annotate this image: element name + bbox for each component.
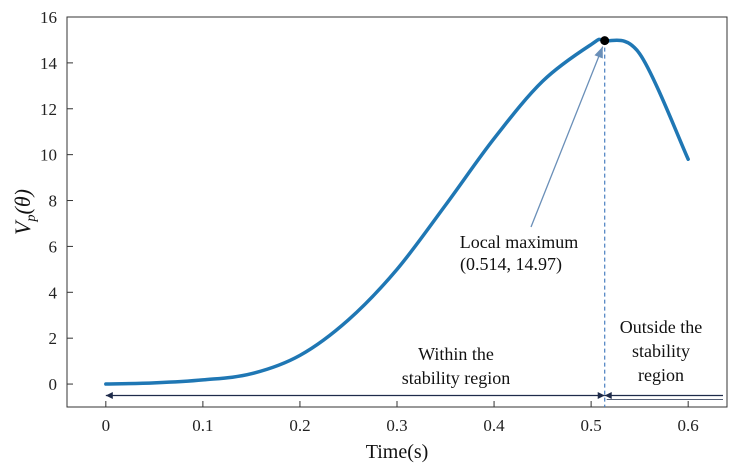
x-tick-label: 0.3 bbox=[386, 416, 407, 435]
y-axis-title: Vp(θ) bbox=[10, 189, 39, 235]
x-tick-label: 0.4 bbox=[483, 416, 505, 435]
within-region-label-line2: stability region bbox=[402, 368, 510, 388]
local-max-label-line2: (0.514, 14.97) bbox=[460, 254, 562, 275]
local-max-label-line1: Local maximum bbox=[460, 232, 578, 252]
local-max-point bbox=[600, 36, 610, 46]
outside-region-label-line2: stability bbox=[632, 341, 690, 361]
annotation-arrow-head bbox=[594, 46, 603, 59]
y-tick-label: 2 bbox=[49, 329, 58, 348]
y-axis-title-main: V bbox=[10, 219, 35, 235]
annotation-arrow-shaft bbox=[530, 46, 604, 228]
y-axis-title-sub: p bbox=[24, 215, 39, 223]
y-tick-label: 10 bbox=[40, 146, 57, 165]
local-max-annotation-arrow bbox=[530, 46, 604, 228]
plot-area bbox=[66, 16, 728, 408]
x-tick-label: 0.2 bbox=[289, 416, 310, 435]
region-arrows bbox=[105, 392, 723, 400]
y-tick-label: 12 bbox=[40, 100, 57, 119]
outside-region-label-line1: Outside the bbox=[620, 317, 703, 337]
y-tick-label: 14 bbox=[40, 54, 58, 73]
x-tick-label: 0.6 bbox=[678, 416, 699, 435]
within-region-arrowhead-left bbox=[105, 392, 113, 400]
x-tick-label: 0.1 bbox=[192, 416, 213, 435]
y-tick-label: 6 bbox=[49, 237, 58, 256]
within-region-arrowhead-right bbox=[597, 392, 605, 400]
within-region-label-line1: Within the bbox=[418, 344, 494, 364]
y-tick-label: 0 bbox=[49, 375, 58, 394]
y-axis-title-arg: (θ) bbox=[10, 189, 35, 214]
x-axis-title: Time(s) bbox=[366, 441, 429, 463]
x-tick-label: 0 bbox=[102, 416, 111, 435]
y-tick-label: 8 bbox=[49, 192, 58, 211]
y-axis: 0 2 4 6 8 10 12 14 16 bbox=[40, 8, 73, 394]
outside-region-label-line3: region bbox=[638, 365, 684, 385]
x-tick-label: 0.5 bbox=[580, 416, 601, 435]
y-tick-label: 16 bbox=[40, 8, 57, 27]
x-axis: 0 0.1 0.2 0.3 0.4 0.5 0.6 bbox=[102, 401, 699, 435]
outside-region-arrowhead-left bbox=[604, 392, 612, 400]
y-tick-label: 4 bbox=[49, 283, 58, 302]
